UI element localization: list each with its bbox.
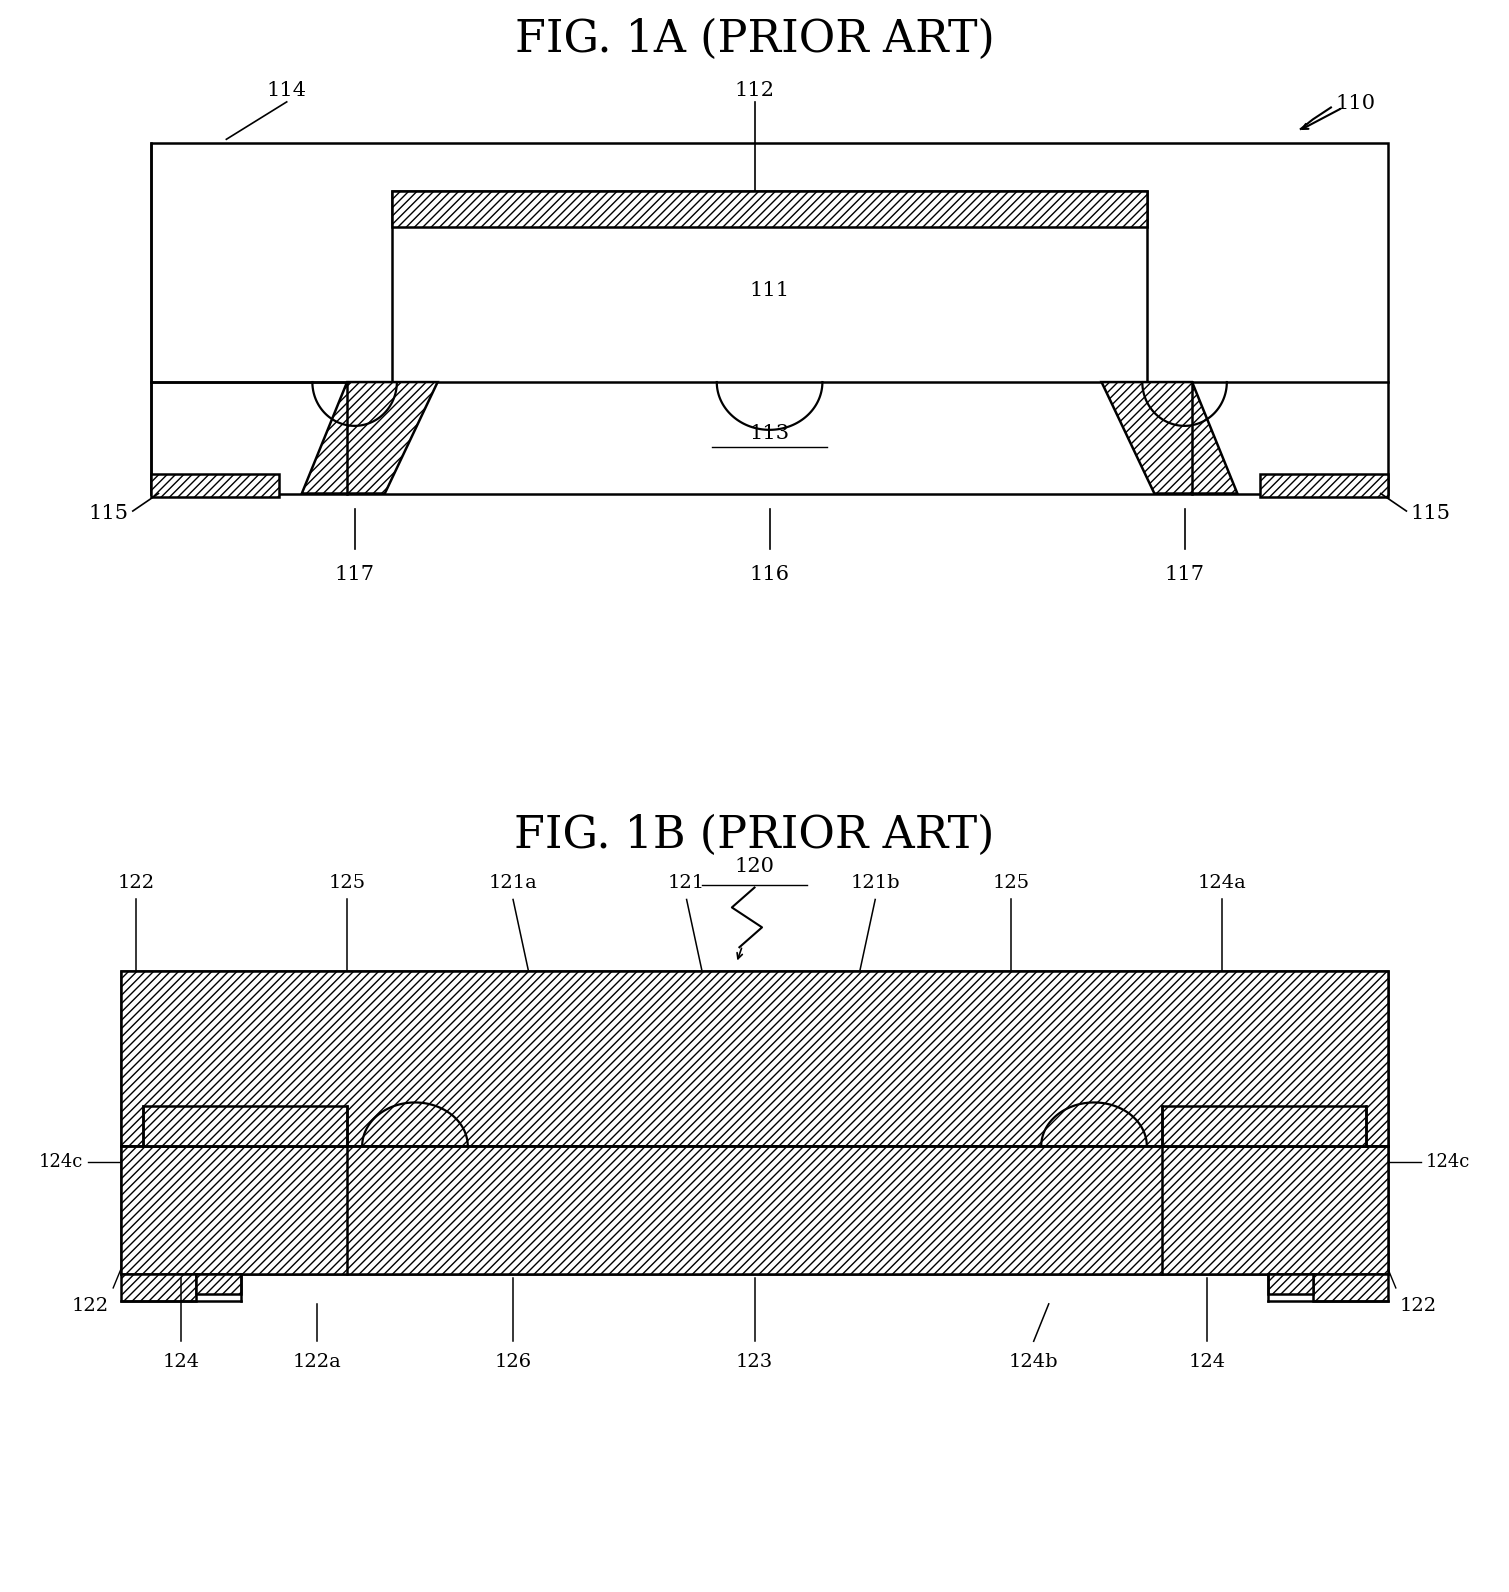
Text: 111: 111 (750, 282, 789, 299)
Polygon shape (121, 1274, 196, 1302)
Polygon shape (121, 1146, 1388, 1274)
Text: 124b: 124b (1010, 1353, 1058, 1371)
Polygon shape (392, 191, 1147, 382)
Text: 117: 117 (335, 565, 374, 584)
Text: 115: 115 (88, 505, 128, 522)
Text: 124c: 124c (1426, 1153, 1470, 1172)
Text: 122: 122 (72, 1297, 109, 1315)
Text: 121b: 121b (851, 874, 899, 892)
Polygon shape (1260, 473, 1388, 497)
Polygon shape (143, 1106, 347, 1146)
Polygon shape (1162, 1106, 1366, 1146)
Text: 125: 125 (329, 874, 365, 892)
Text: 122: 122 (118, 874, 154, 892)
Polygon shape (392, 191, 1147, 228)
Text: 120: 120 (735, 856, 774, 876)
Text: 122: 122 (1400, 1297, 1437, 1315)
Text: 124: 124 (163, 1353, 199, 1371)
Polygon shape (121, 971, 1388, 1146)
Polygon shape (121, 971, 1388, 1274)
Text: FIG. 1A (PRIOR ART): FIG. 1A (PRIOR ART) (515, 18, 994, 62)
Polygon shape (302, 382, 438, 494)
Text: 121a: 121a (489, 874, 537, 892)
Text: 125: 125 (993, 874, 1029, 892)
Polygon shape (1268, 1274, 1313, 1293)
Polygon shape (196, 1274, 241, 1293)
Text: 115: 115 (1411, 505, 1452, 522)
Text: 121: 121 (668, 874, 705, 892)
Text: 114: 114 (267, 81, 306, 99)
Text: 117: 117 (1165, 565, 1204, 584)
Text: 110: 110 (1335, 94, 1376, 113)
Text: 123: 123 (736, 1353, 773, 1371)
Text: 116: 116 (750, 565, 789, 584)
Polygon shape (151, 473, 279, 497)
Text: FIG. 1B (PRIOR ART): FIG. 1B (PRIOR ART) (515, 814, 994, 858)
Text: 113: 113 (750, 425, 789, 443)
Text: 124a: 124a (1198, 874, 1246, 892)
Text: 126: 126 (495, 1353, 531, 1371)
Polygon shape (1102, 382, 1237, 494)
Text: 124c: 124c (39, 1153, 83, 1172)
Polygon shape (1313, 1274, 1388, 1302)
Text: 124: 124 (1189, 1353, 1225, 1371)
Text: 122a: 122a (293, 1353, 341, 1371)
Polygon shape (151, 143, 1388, 494)
Text: 112: 112 (735, 81, 774, 99)
